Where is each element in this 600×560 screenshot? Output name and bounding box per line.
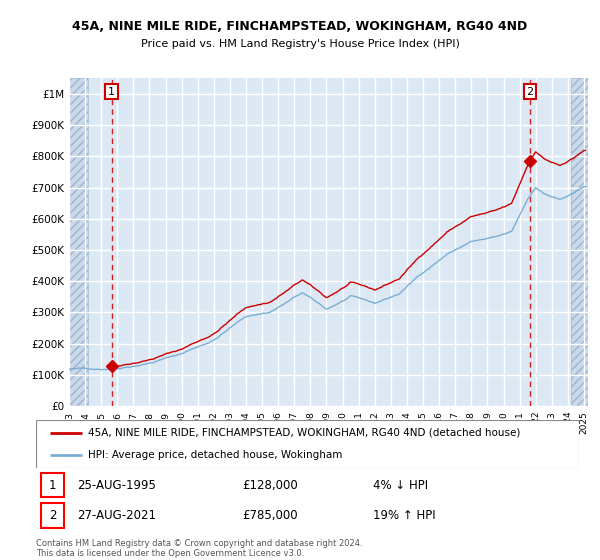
Text: 45A, NINE MILE RIDE, FINCHAMPSTEAD, WOKINGHAM, RG40 4ND (detached house): 45A, NINE MILE RIDE, FINCHAMPSTEAD, WOKI… xyxy=(88,428,520,438)
Text: 1: 1 xyxy=(49,479,56,492)
FancyBboxPatch shape xyxy=(41,503,64,528)
Text: 2: 2 xyxy=(526,87,533,96)
Text: 4% ↓ HPI: 4% ↓ HPI xyxy=(373,479,428,492)
Text: Price paid vs. HM Land Registry's House Price Index (HPI): Price paid vs. HM Land Registry's House … xyxy=(140,39,460,49)
Text: HPI: Average price, detached house, Wokingham: HPI: Average price, detached house, Woki… xyxy=(88,450,342,460)
Text: 1: 1 xyxy=(108,87,115,96)
Text: 2: 2 xyxy=(49,509,56,522)
Text: 45A, NINE MILE RIDE, FINCHAMPSTEAD, WOKINGHAM, RG40 4ND: 45A, NINE MILE RIDE, FINCHAMPSTEAD, WOKI… xyxy=(73,20,527,32)
Text: £128,000: £128,000 xyxy=(242,479,298,492)
Text: 25-AUG-1995: 25-AUG-1995 xyxy=(77,479,155,492)
Text: £785,000: £785,000 xyxy=(242,509,298,522)
Bar xyxy=(69,78,88,406)
Bar xyxy=(571,78,588,406)
Text: Contains HM Land Registry data © Crown copyright and database right 2024.
This d: Contains HM Land Registry data © Crown c… xyxy=(36,539,362,558)
Text: 19% ↑ HPI: 19% ↑ HPI xyxy=(373,509,435,522)
Text: 27-AUG-2021: 27-AUG-2021 xyxy=(77,509,156,522)
FancyBboxPatch shape xyxy=(41,473,64,497)
